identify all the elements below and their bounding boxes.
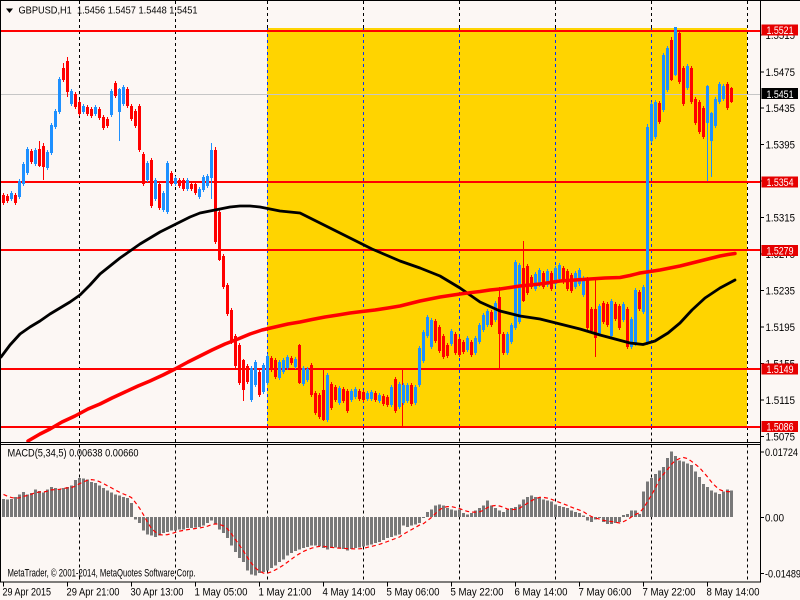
svg-text:8 May 14:00: 8 May 14:00 bbox=[707, 587, 760, 599]
svg-text:1 May 05:00: 1 May 05:00 bbox=[195, 587, 248, 599]
svg-text:1.5475: 1.5475 bbox=[766, 67, 796, 79]
svg-text:-0.01489: -0.01489 bbox=[765, 569, 800, 581]
svg-text:5 May 22:00: 5 May 22:00 bbox=[451, 587, 504, 599]
svg-text:MetaTrader, © 2001-2014, MetaQ: MetaTrader, © 2001-2014, MetaQuotes Soft… bbox=[8, 568, 196, 580]
svg-text:1.5195: 1.5195 bbox=[766, 322, 796, 334]
svg-text:4 May 14:00: 4 May 14:00 bbox=[323, 587, 376, 599]
svg-text:1.5235: 1.5235 bbox=[766, 286, 796, 298]
svg-text:1.5115: 1.5115 bbox=[766, 395, 796, 407]
svg-text:1.5315: 1.5315 bbox=[766, 213, 796, 225]
svg-text:1.5086: 1.5086 bbox=[767, 422, 794, 434]
svg-text:30 Apr 13:00: 30 Apr 13:00 bbox=[131, 587, 184, 599]
svg-text:0.01724: 0.01724 bbox=[765, 447, 798, 459]
svg-text:1.5149: 1.5149 bbox=[767, 364, 794, 376]
svg-text:1.5451: 1.5451 bbox=[767, 89, 794, 101]
svg-text:1.5279: 1.5279 bbox=[767, 246, 794, 258]
svg-text:1.5521: 1.5521 bbox=[767, 25, 794, 37]
svg-text:7 May 06:00: 7 May 06:00 bbox=[579, 587, 632, 599]
svg-text:6 May 14:00: 6 May 14:00 bbox=[515, 587, 568, 599]
svg-text:29 Apr 21:00: 29 Apr 21:00 bbox=[67, 587, 120, 599]
svg-text:1 May 21:00: 1 May 21:00 bbox=[259, 587, 312, 599]
svg-text:0.00: 0.00 bbox=[765, 513, 784, 525]
svg-text:1.5435: 1.5435 bbox=[766, 103, 796, 115]
svg-text:1.5354: 1.5354 bbox=[767, 177, 794, 189]
svg-text:5 May 06:00: 5 May 06:00 bbox=[387, 587, 440, 599]
svg-text:29 Apr 2015: 29 Apr 2015 bbox=[3, 587, 52, 599]
svg-text:1.5075: 1.5075 bbox=[766, 432, 796, 444]
svg-text:GBPUSD,H1 1.5456 1.5457 1.544: GBPUSD,H1 1.5456 1.5457 1.5448 1.5451 bbox=[19, 5, 198, 17]
svg-text:MACD(5,34,5) 0.00638 0.00660: MACD(5,34,5) 0.00638 0.00660 bbox=[8, 448, 139, 460]
svg-text:1.5395: 1.5395 bbox=[766, 140, 796, 152]
svg-text:7 May 22:00: 7 May 22:00 bbox=[643, 587, 696, 599]
